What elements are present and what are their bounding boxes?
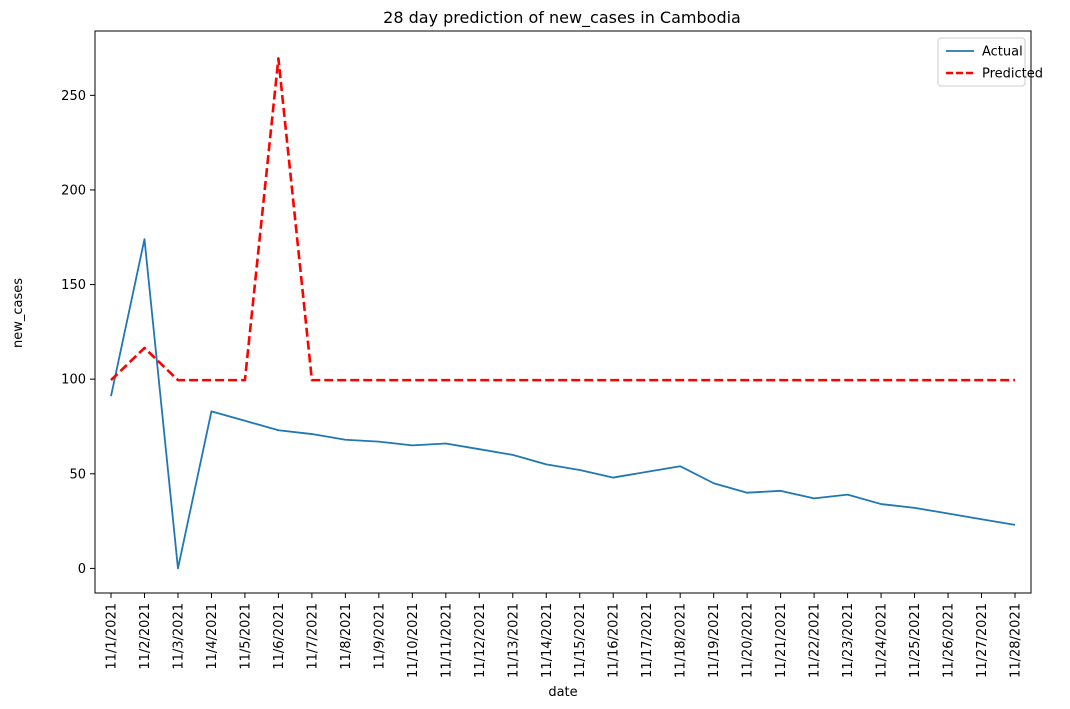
x-tick-label: 11/15/2021	[573, 603, 588, 678]
legend-label-predicted: Predicted	[982, 67, 1043, 82]
x-tick-label: 11/16/2021	[607, 603, 622, 678]
x-tick-label: 11/13/2021	[506, 603, 521, 678]
x-tick-label: 11/8/2021	[339, 603, 354, 670]
series-line-predicted	[110, 57, 1015, 382]
x-tick-label: 11/19/2021	[707, 603, 722, 678]
x-tick-label: 11/5/2021	[238, 603, 253, 670]
x-tick-label: 11/21/2021	[774, 603, 789, 678]
y-tick-label: 150	[61, 278, 86, 293]
plot-frame	[94, 30, 1032, 594]
plot-layer	[110, 57, 1016, 570]
axes-layer: 0 50 100 150 200 250 11/1/2021 11/2/2021 11/3/20…	[61, 30, 1032, 678]
x-tick-label: 11/27/2021	[975, 603, 990, 678]
x-tick-label: 11/7/2021	[305, 603, 320, 670]
x-tick-label: 11/22/2021	[808, 603, 823, 678]
x-tick-label: 11/23/2021	[841, 603, 856, 678]
legend: Actual Predicted	[937, 37, 1043, 87]
chart-title: 28 day prediction of new_cases in Cambod…	[383, 8, 741, 28]
series-line-actual	[110, 238, 1016, 570]
x-tick-label: 11/10/2021	[406, 603, 421, 678]
x-tick-label: 11/28/2021	[1009, 603, 1024, 678]
x-tick-label: 11/3/2021	[171, 603, 186, 670]
y-axis-label: new_cases	[11, 278, 26, 348]
x-tick-label: 11/11/2021	[439, 603, 454, 678]
x-tick-label: 11/25/2021	[908, 603, 923, 678]
legend-label-actual: Actual	[982, 45, 1023, 60]
x-tick-label: 11/26/2021	[942, 603, 957, 678]
x-tick-label: 11/17/2021	[640, 603, 655, 678]
x-tick-label: 11/14/2021	[540, 603, 555, 678]
x-tick-label: 11/6/2021	[272, 603, 287, 670]
x-tick-label: 11/2/2021	[138, 603, 153, 670]
x-tick-label: 11/12/2021	[473, 603, 488, 678]
x-tick-label: 11/18/2021	[674, 603, 689, 678]
y-tick-label: 250	[61, 89, 86, 104]
x-tick-label: 11/1/2021	[105, 603, 120, 670]
x-tick-label: 11/4/2021	[205, 603, 220, 670]
x-tick-label: 11/24/2021	[875, 603, 890, 678]
x-axis-label: date	[548, 685, 577, 700]
y-tick-label: 50	[69, 467, 86, 482]
x-tick-label: 11/20/2021	[741, 603, 756, 678]
y-tick-label: 100	[61, 373, 86, 388]
y-tick-label: 0	[78, 562, 86, 577]
y-tick-label: 200	[61, 183, 86, 198]
x-tick-label: 11/9/2021	[372, 603, 387, 670]
